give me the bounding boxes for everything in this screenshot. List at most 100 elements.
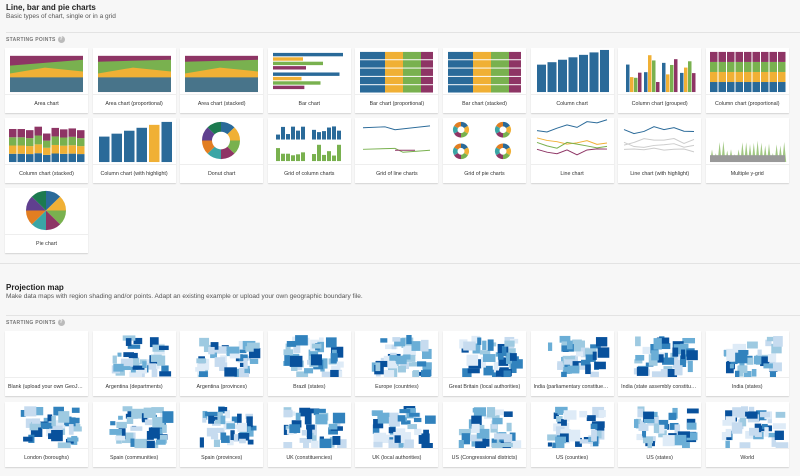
template-card-area-chart[interactable]: Area chart [5, 48, 88, 113]
template-card-line-chart-with-highlight[interactable]: Line chart (with highlight) [618, 118, 702, 183]
template-card-multiple-y-grid[interactable]: Multiple y-grid [705, 118, 789, 183]
template-card-column-chart-stacked[interactable]: Column chart (stacked) [5, 118, 88, 183]
template-card-bar-chart-stacked[interactable]: Bar chart (stacked) [442, 48, 526, 113]
preview-shape [643, 419, 655, 424]
map-preview-image [547, 335, 609, 377]
template-label: Area chart (stacked) [197, 101, 246, 107]
preview-shape [680, 355, 687, 368]
template-card-blank-upload-your-own-geojson[interactable]: Blank (upload your own GeoJSON) [5, 331, 88, 396]
preview-shape [329, 369, 339, 377]
preview-shape [272, 72, 340, 76]
preview-shape [385, 68, 404, 76]
preview-shape [248, 425, 257, 431]
preview-shape [729, 363, 734, 369]
preview-shape [68, 153, 76, 163]
preview-shape [329, 436, 335, 448]
preview-shape [290, 155, 295, 162]
template-card-argentina-departments[interactable]: Argentina (departments) [92, 331, 176, 396]
template-card-uk-constituencies[interactable]: UK (constituencies) [267, 402, 351, 467]
preview-shape [321, 131, 326, 140]
preview-shape [490, 51, 509, 60]
preview-shape [239, 367, 250, 377]
preview-shape [17, 145, 25, 154]
preview-shape [46, 196, 66, 211]
preview-shape [43, 140, 51, 148]
template-card-uk-local-authorities[interactable]: UK (local authorities) [355, 402, 439, 467]
preview-shape [673, 344, 687, 355]
help-icon[interactable]: ? [57, 36, 65, 43]
preview-shape [158, 371, 171, 377]
template-card-argentina-provinces[interactable]: Argentina (provinces) [180, 331, 264, 396]
preview-shape [207, 427, 218, 437]
template-thumbnail [92, 118, 176, 165]
template-card-london-boroughs[interactable]: London (boroughs) [5, 402, 88, 467]
template-card-column-chart-proportional[interactable]: Column chart (proportional) [705, 48, 789, 113]
template-thumbnail [5, 331, 88, 378]
template-card-grid-of-pie-charts[interactable]: Grid of pie charts [442, 118, 526, 183]
template-label: Blank (upload your own GeoJSON) [8, 384, 88, 390]
preview-shape [735, 61, 743, 72]
preview-shape [275, 134, 280, 140]
preview-shape [725, 416, 736, 425]
template-thumbnail [442, 402, 526, 449]
map-preview-image [634, 406, 699, 448]
template-card-spain-communities[interactable]: Spain (communities) [92, 402, 176, 467]
template-card-brazil-states[interactable]: Brazil (states) [267, 331, 351, 396]
preview-shape [589, 52, 599, 93]
template-card-pie-chart[interactable]: Pie chart [5, 188, 88, 253]
map-preview-image [283, 335, 344, 377]
template-card-world[interactable]: World [705, 402, 789, 467]
template-thumbnail [92, 48, 176, 95]
template-card-column-chart-with-highlight[interactable]: Column chart (with highlight) [92, 118, 176, 183]
preview-shape [161, 411, 174, 423]
template-card-area-chart-stacked[interactable]: Area chart (stacked) [180, 48, 264, 113]
template-label: Spain (communities) [109, 455, 159, 461]
preview-shape [494, 125, 503, 134]
template-card-us-congressional-districts[interactable]: US (Congressional districts) [442, 402, 526, 467]
chart-preview-image [623, 126, 695, 153]
template-card-bar-chart-proportional[interactable]: Bar chart (proportional) [355, 48, 439, 113]
help-icon[interactable]: ? [57, 319, 65, 326]
preview-shape [407, 424, 418, 430]
preview-shape [17, 137, 25, 146]
preview-shape [109, 421, 115, 426]
preview-shape [511, 359, 523, 369]
template-thumbnail [705, 402, 789, 449]
preview-shape [564, 422, 569, 432]
preview-shape [777, 71, 786, 83]
template-card-area-chart-proportional[interactable]: Area chart (proportional) [92, 48, 176, 113]
preview-shape [122, 352, 134, 358]
preview-shape [68, 136, 76, 146]
template-card-india-parliamentary-constituencies[interactable]: India (parliamentary constituencies) [530, 331, 614, 396]
preview-shape [373, 419, 384, 429]
template-card-grid-of-line-charts[interactable]: Grid of line charts [355, 118, 439, 183]
preview-shape [60, 137, 68, 146]
preview-shape [447, 60, 473, 68]
template-card-bar-chart[interactable]: Bar chart [267, 48, 351, 113]
preview-shape [272, 61, 323, 66]
template-card-us-counties[interactable]: US (counties) [530, 402, 614, 467]
chart-preview-image [10, 55, 83, 93]
template-card-great-britain-local-authorities[interactable]: Great Britain (local authorities) [442, 331, 526, 396]
template-label: India (state assembly constituencies) [621, 384, 702, 390]
template-card-europe-countries[interactable]: Europe (countries) [355, 331, 439, 396]
template-card-line-chart[interactable]: Line chart [530, 118, 614, 183]
preview-shape [285, 134, 290, 140]
template-card-spain-provinces[interactable]: Spain (provinces) [180, 402, 264, 467]
preview-shape [572, 361, 581, 368]
template-thumbnail [355, 402, 439, 449]
map-preview-image [200, 406, 257, 448]
preview-shape [575, 351, 583, 357]
template-card-india-states[interactable]: India (states) [705, 331, 789, 396]
section-divider [0, 263, 800, 264]
template-card-india-state-assembly-constituencies[interactable]: India (state assembly constituencies) [618, 331, 702, 396]
template-card-us-states[interactable]: US (states) [618, 402, 702, 467]
preview-shape [118, 366, 130, 371]
template-card-donut-chart[interactable]: Donut chart [180, 118, 264, 183]
preview-shape [760, 82, 769, 93]
preview-shape [421, 442, 434, 448]
template-card-column-chart-grouped[interactable]: Column chart (grouped) [618, 48, 702, 113]
template-card-grid-of-column-charts[interactable]: Grid of column charts [267, 118, 351, 183]
preview-shape [403, 345, 417, 356]
template-card-column-chart[interactable]: Column chart [530, 48, 614, 113]
